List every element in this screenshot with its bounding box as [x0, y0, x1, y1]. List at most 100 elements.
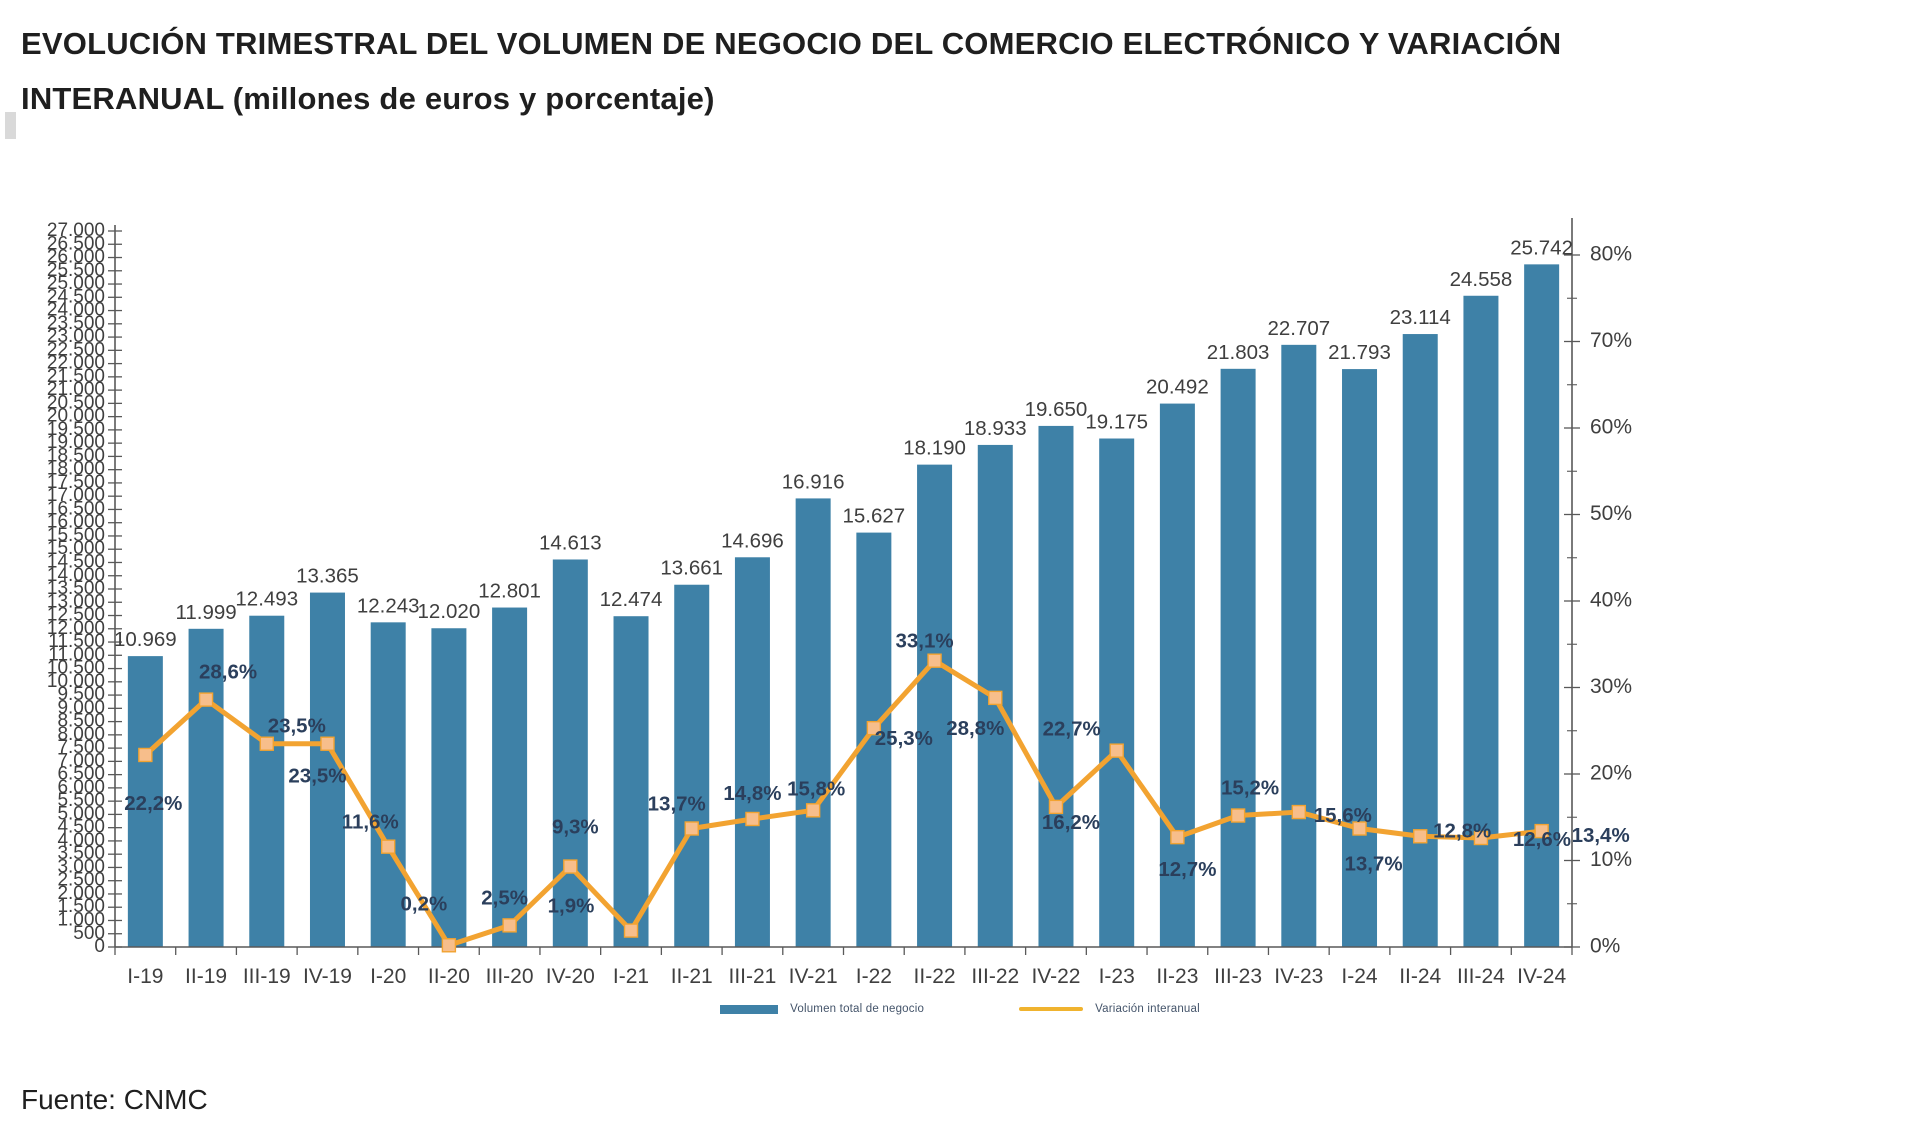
- svg-text:20%: 20%: [1590, 762, 1632, 785]
- svg-text:1.000: 1.000: [57, 909, 105, 930]
- line-marker-II-21: [684, 821, 699, 836]
- pct-label: 16,2%: [1042, 811, 1100, 834]
- svg-text:16.500: 16.500: [47, 498, 105, 519]
- bar-IV-23: [1281, 344, 1317, 947]
- bar-value-label: 12.493: [235, 588, 298, 611]
- x-label-IV-24: IV-24: [1517, 965, 1566, 988]
- svg-text:0%: 0%: [1590, 935, 1620, 958]
- pct-label: 22,2%: [124, 792, 182, 815]
- bar-value-label: 20.492: [1146, 376, 1209, 399]
- svg-text:60%: 60%: [1590, 416, 1632, 439]
- bar-value-label: 12.801: [478, 580, 541, 603]
- pct-label: 15,8%: [787, 777, 845, 800]
- svg-text:500: 500: [73, 923, 105, 944]
- x-label-III-24: III-24: [1457, 965, 1505, 988]
- line-marker-I-19: [138, 747, 153, 763]
- bar-I-20: [370, 622, 406, 947]
- bar-IV-20: [552, 559, 588, 947]
- pct-label: 15,2%: [1221, 777, 1279, 800]
- line-marker-III-23: [1230, 808, 1246, 823]
- chart-title-line2: INTERANUAL (millones de euros y porcenta…: [21, 81, 715, 116]
- legend-label-variation: Variación interanual: [1095, 1003, 1200, 1015]
- line-marker-III-22: [988, 690, 1003, 706]
- x-label-III-19: III-19: [243, 965, 291, 988]
- bar-value-label: 22.707: [1267, 317, 1330, 340]
- svg-text:25.500: 25.500: [47, 260, 105, 281]
- x-label-I-22: I-22: [856, 965, 892, 988]
- svg-text:23.500: 23.500: [47, 313, 105, 334]
- svg-text:4.000: 4.000: [57, 830, 105, 851]
- bar-value-label: 13.365: [296, 565, 359, 588]
- bar-IV-19: [309, 592, 345, 947]
- svg-text:10.500: 10.500: [47, 658, 105, 679]
- svg-text:26.000: 26.000: [47, 247, 105, 268]
- svg-text:10%: 10%: [1590, 848, 1632, 871]
- x-label-II-24: II-24: [1399, 965, 1441, 988]
- line-marker-I-23: [1109, 743, 1124, 758]
- svg-text:7.500: 7.500: [57, 737, 105, 758]
- pct-label: 11,6%: [342, 811, 399, 834]
- bar-III-21: [734, 557, 770, 947]
- line-marker-IV-20: [563, 859, 578, 874]
- x-label-IV-22: IV-22: [1031, 965, 1080, 988]
- svg-text:70%: 70%: [1590, 329, 1632, 352]
- svg-text:20.500: 20.500: [47, 392, 105, 413]
- pct-label: 28,8%: [946, 717, 1004, 740]
- svg-text:6.500: 6.500: [57, 764, 105, 785]
- svg-text:2.000: 2.000: [57, 883, 105, 904]
- x-label-IV-21: IV-21: [789, 965, 838, 988]
- line-marker-II-19: [198, 692, 214, 707]
- line-marker-II-24: [1413, 829, 1428, 844]
- line-marker-II-20: [441, 938, 457, 953]
- line-marker-II-22: [927, 653, 942, 668]
- pct-label: 15,6%: [1314, 804, 1372, 827]
- x-label-IV-20: IV-20: [546, 965, 595, 988]
- line-marker-III-19: [259, 736, 274, 751]
- bar-III-24: [1463, 295, 1499, 948]
- bar-value-label: 14.613: [539, 531, 602, 554]
- bar-III-19: [249, 615, 285, 947]
- svg-text:15.500: 15.500: [47, 525, 105, 546]
- svg-text:9.000: 9.000: [57, 697, 105, 718]
- line-marker-II-23: [1170, 829, 1185, 845]
- pct-label: 9,3%: [552, 816, 599, 839]
- bar-III-23: [1220, 368, 1256, 947]
- chart-title-line1: EVOLUCIÓN TRIMESTRAL DEL VOLUMEN DE NEGO…: [21, 26, 1562, 61]
- svg-text:14.500: 14.500: [47, 551, 105, 572]
- svg-text:8.000: 8.000: [57, 724, 105, 745]
- svg-text:5.000: 5.000: [57, 803, 105, 824]
- variation-line: [142, 658, 1545, 948]
- svg-text:18.500: 18.500: [47, 445, 105, 466]
- svg-text:40%: 40%: [1590, 589, 1632, 612]
- svg-text:21.000: 21.000: [47, 379, 105, 400]
- line-marker-IV-21: [805, 803, 821, 818]
- page-edge-artifact: [5, 112, 16, 139]
- x-label-II-23: II-23: [1156, 965, 1198, 988]
- svg-text:14.000: 14.000: [47, 565, 105, 586]
- bar-value-label: 21.793: [1328, 341, 1391, 364]
- line-marker-IV-22: [1048, 799, 1064, 815]
- svg-text:24.000: 24.000: [47, 300, 105, 321]
- bar-I-23: [1099, 438, 1135, 947]
- x-label-II-21: II-21: [671, 965, 713, 988]
- bar-I-19: [127, 656, 163, 947]
- bar-II-21: [674, 584, 710, 947]
- bar-I-24: [1342, 369, 1378, 948]
- x-label-III-21: III-21: [729, 965, 777, 988]
- pct-label: 22,7%: [1043, 718, 1101, 741]
- bar-value-label: 11.999: [175, 601, 236, 624]
- svg-text:3.500: 3.500: [57, 843, 105, 864]
- bar-II-20: [431, 628, 467, 947]
- bar-value-label: 18.190: [903, 437, 966, 460]
- pct-label: 13,7%: [1344, 852, 1402, 875]
- svg-text:16.000: 16.000: [47, 512, 105, 533]
- pct-label: 2,5%: [481, 886, 528, 909]
- x-label-I-23: I-23: [1099, 965, 1135, 988]
- x-label-III-20: III-20: [486, 965, 534, 988]
- svg-text:9.500: 9.500: [57, 684, 105, 705]
- bar-value-label: 12.020: [418, 600, 481, 623]
- line-marker-I-20: [380, 839, 396, 854]
- svg-text:23.000: 23.000: [47, 326, 105, 347]
- legend-label-volume: Volumen total de negocio: [790, 1003, 925, 1015]
